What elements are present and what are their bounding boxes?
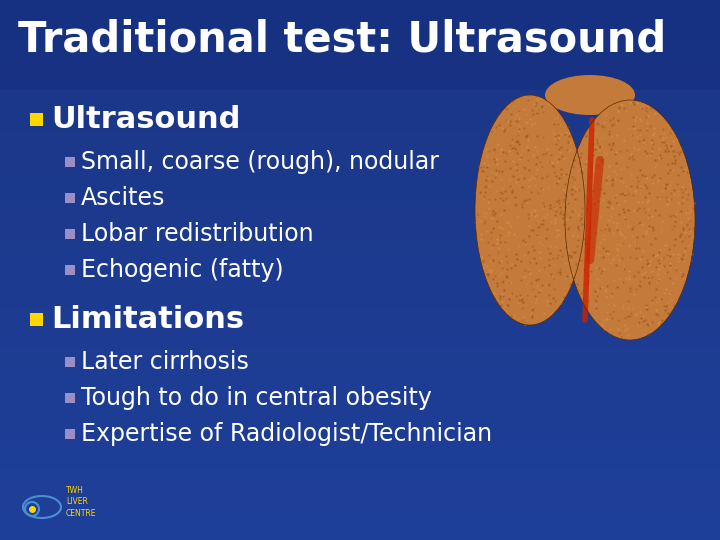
Bar	[0, 310, 720, 320]
Bar	[65, 393, 75, 403]
Bar	[0, 530, 720, 540]
Text: Small, coarse (rough), nodular: Small, coarse (rough), nodular	[81, 150, 439, 174]
Bar	[0, 300, 720, 310]
Bar	[0, 210, 720, 220]
Bar	[65, 193, 75, 203]
Bar	[0, 160, 720, 170]
Bar	[0, 110, 720, 120]
Bar	[0, 220, 720, 230]
Bar	[0, 370, 720, 380]
Bar	[0, 520, 720, 530]
Bar	[0, 360, 720, 370]
Bar	[0, 0, 720, 90]
Text: Echogenic (fatty): Echogenic (fatty)	[81, 258, 284, 282]
Bar	[0, 250, 720, 260]
Bar	[0, 10, 720, 20]
Text: Expertise of Radiologist/Technician: Expertise of Radiologist/Technician	[81, 422, 492, 446]
Text: Ascites: Ascites	[81, 186, 166, 210]
Bar	[0, 280, 720, 290]
Bar	[0, 330, 720, 340]
Bar	[65, 357, 75, 367]
Bar	[0, 380, 720, 390]
Text: Limitations: Limitations	[51, 305, 244, 334]
Bar	[0, 390, 720, 400]
Bar	[0, 140, 720, 150]
Bar	[0, 450, 720, 460]
Text: Later cirrhosis: Later cirrhosis	[81, 350, 249, 374]
Bar	[30, 313, 43, 326]
Bar	[0, 410, 720, 420]
Bar	[0, 320, 720, 330]
Bar	[0, 430, 720, 440]
Bar	[0, 190, 720, 200]
Bar	[65, 429, 75, 439]
Bar	[0, 290, 720, 300]
Bar	[0, 180, 720, 190]
Bar	[0, 120, 720, 130]
Bar	[0, 230, 720, 240]
Bar	[0, 70, 720, 80]
Bar	[0, 150, 720, 160]
Ellipse shape	[545, 75, 635, 115]
Bar	[0, 20, 720, 30]
Bar	[0, 40, 720, 50]
Bar	[0, 420, 720, 430]
Bar	[0, 400, 720, 410]
Bar	[0, 130, 720, 140]
Text: Traditional test: Ultrasound: Traditional test: Ultrasound	[18, 19, 666, 61]
Ellipse shape	[565, 100, 695, 340]
Bar	[0, 440, 720, 450]
Bar	[0, 240, 720, 250]
Bar	[0, 500, 720, 510]
Bar	[0, 460, 720, 470]
Bar	[0, 480, 720, 490]
Bar	[65, 157, 75, 167]
Ellipse shape	[475, 95, 585, 325]
Bar	[30, 113, 43, 126]
Text: TWH
LIVER
CENTRE: TWH LIVER CENTRE	[66, 485, 96, 518]
Bar	[0, 490, 720, 500]
Bar	[0, 0, 720, 10]
Bar	[0, 30, 720, 40]
Bar	[0, 80, 720, 90]
Bar	[65, 229, 75, 239]
Bar	[0, 270, 720, 280]
Bar	[0, 340, 720, 350]
Bar	[0, 90, 720, 100]
Bar	[0, 100, 720, 110]
Bar	[0, 470, 720, 480]
Text: Ultrasound: Ultrasound	[51, 105, 240, 133]
Bar	[0, 350, 720, 360]
Bar	[65, 265, 75, 275]
Bar	[0, 260, 720, 270]
Text: Lobar redistribution: Lobar redistribution	[81, 222, 314, 246]
Bar	[0, 50, 720, 60]
Bar	[0, 60, 720, 70]
Bar	[0, 200, 720, 210]
Text: Tough to do in central obesity: Tough to do in central obesity	[81, 386, 432, 410]
Bar	[0, 170, 720, 180]
Bar	[0, 510, 720, 520]
